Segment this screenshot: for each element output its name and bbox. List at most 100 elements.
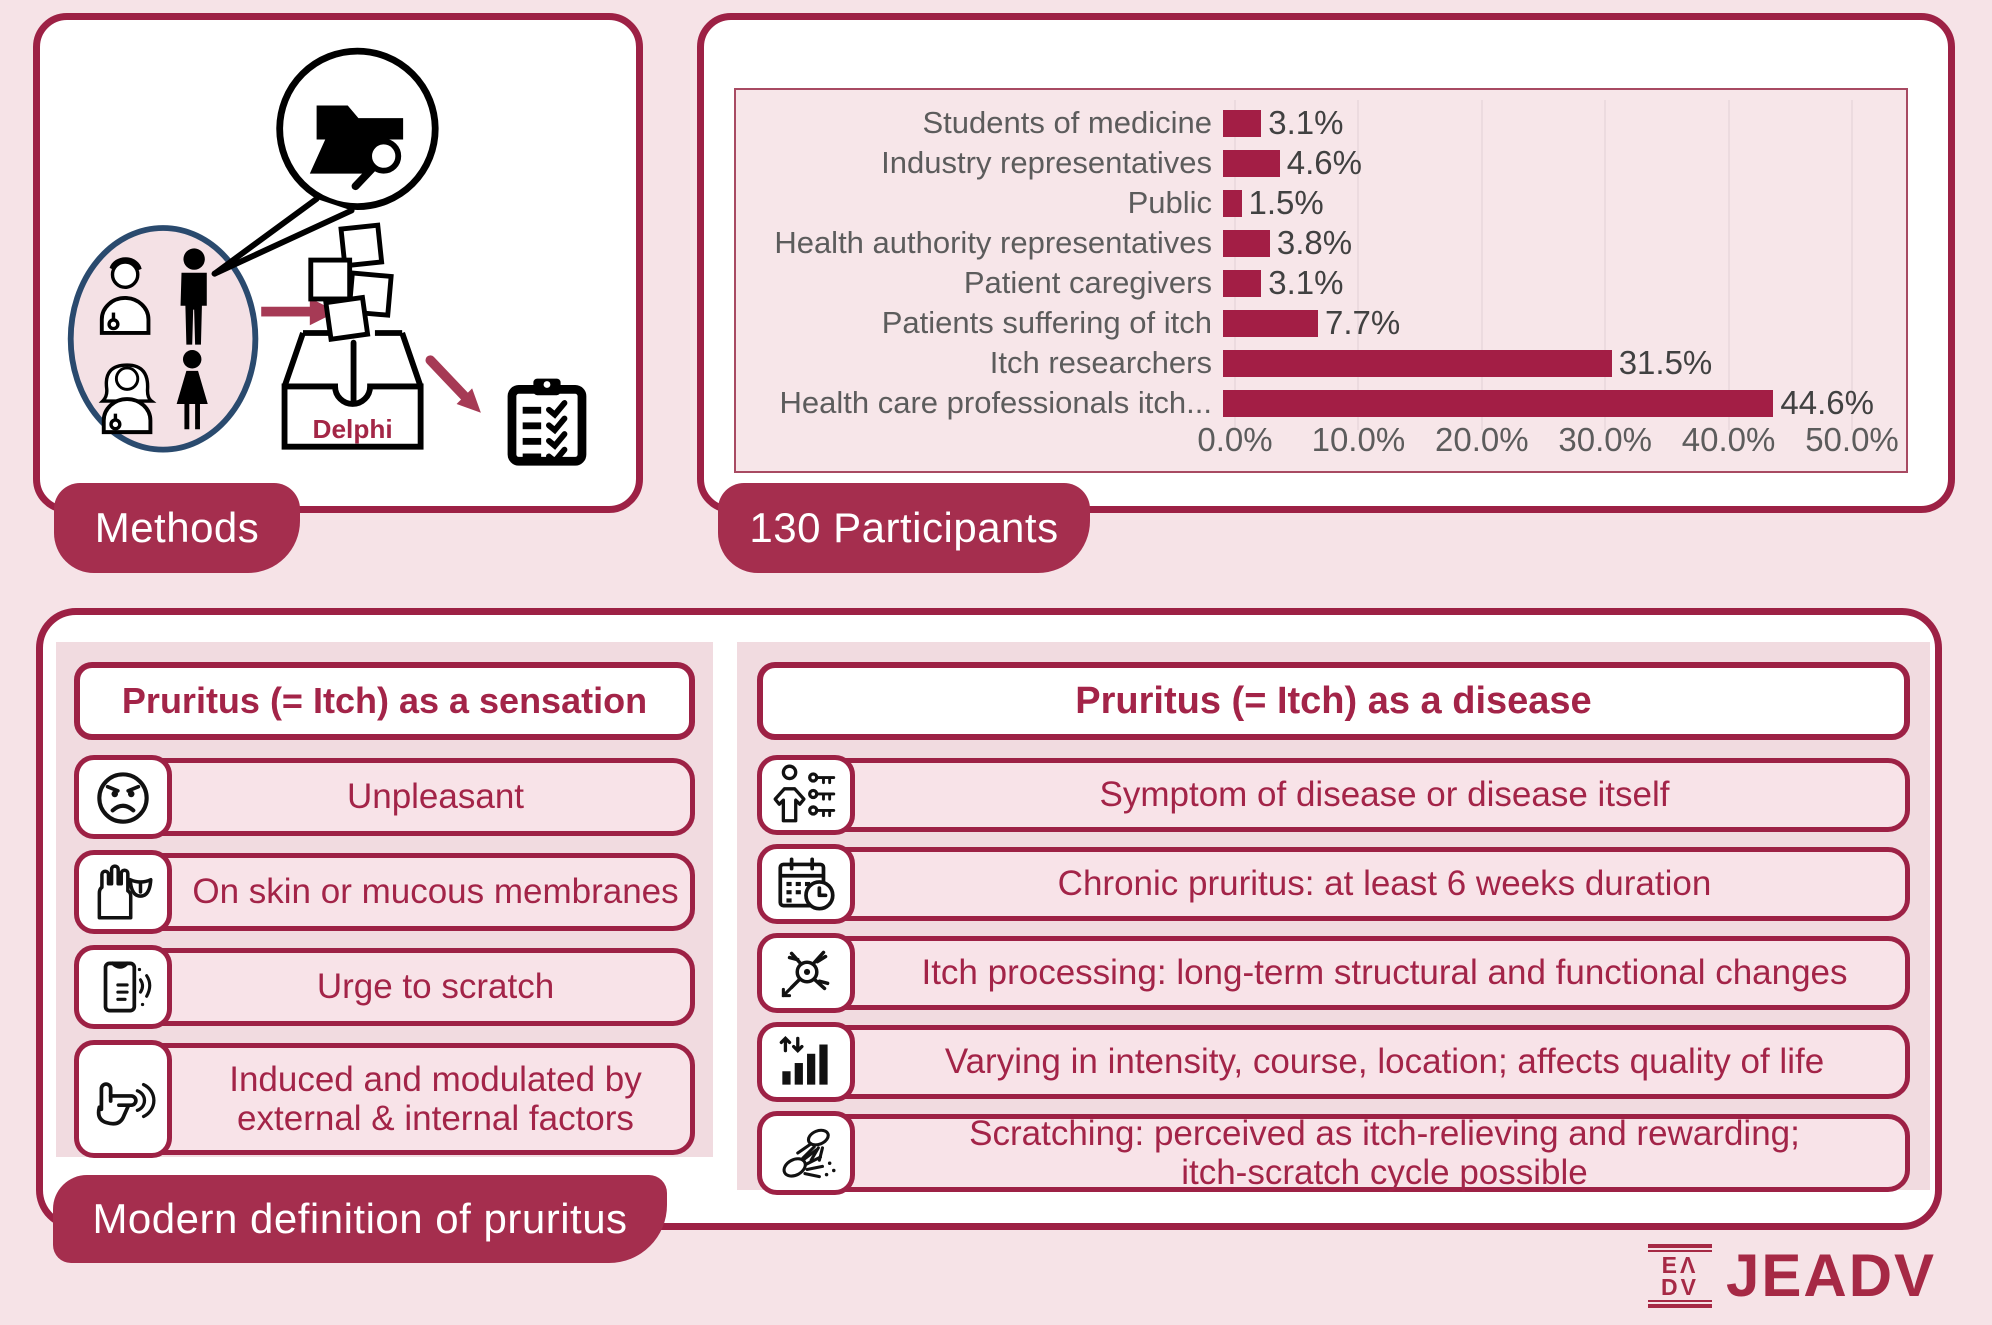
sticky-notes-icon xyxy=(308,222,394,343)
chart-row: Industry representatives 4.6% xyxy=(736,143,1906,183)
x-tick-label: 10.0% xyxy=(1311,421,1406,458)
bar xyxy=(1223,349,1612,377)
touch-press-icon xyxy=(74,1040,172,1158)
category-label: Itch researchers xyxy=(989,345,1212,380)
eadv-letters-top: EΛ xyxy=(1661,1252,1699,1278)
category-label: Patient caregivers xyxy=(963,265,1212,300)
definition-row-text: Varying in intensity, course, location; … xyxy=(809,1025,1910,1099)
bar xyxy=(1223,389,1774,417)
neuron-icon xyxy=(757,933,855,1013)
hand-tongue-icon xyxy=(74,850,172,934)
journal-logo: EΛ DV JEADV xyxy=(1648,1244,1936,1308)
definition-row-text: Symptom of disease or disease itself xyxy=(809,758,1910,832)
patient-symptom-list-icon xyxy=(757,755,855,835)
chart-row: Patient caregivers 3.1% xyxy=(736,263,1906,303)
category-label: Patients suffering of itch xyxy=(881,305,1212,340)
definition-row: Induced and modulated by external & inte… xyxy=(74,1040,695,1158)
arrow-diagonal-icon xyxy=(425,355,481,413)
category-label: Public xyxy=(1127,185,1212,220)
definition-row: On skin or mucous membranes xyxy=(74,850,695,934)
gridline xyxy=(1357,100,1360,430)
eadv-monogram-icon: EΛ DV xyxy=(1648,1244,1712,1308)
gridline xyxy=(1480,100,1483,430)
doctor-male-icon xyxy=(99,257,151,335)
definition-row: Urge to scratch xyxy=(74,945,695,1029)
participants-badge-label: 130 Participants xyxy=(749,504,1059,551)
definition-row: Scratching: perceived as itch-relieving … xyxy=(757,1111,1910,1195)
value-label: 3.1% xyxy=(1268,264,1344,301)
definition-row-text: Chronic pruritus: at least 6 weeks durat… xyxy=(809,847,1910,921)
category-label: Health authority representatives xyxy=(774,225,1212,260)
folder-search-icon xyxy=(309,105,404,191)
delphi-label: Delphi xyxy=(312,414,392,444)
bar xyxy=(1223,269,1262,297)
sensation-subpanel: Pruritus (= Itch) as a sensation Unpleas… xyxy=(56,642,713,1158)
bar xyxy=(1223,189,1242,217)
category-label: Students of medicine xyxy=(922,105,1212,140)
sensation-title-text: Pruritus (= Itch) as a sensation xyxy=(121,680,648,721)
disease-items: Symptom of disease or disease itself Chro… xyxy=(757,755,1910,1195)
value-label: 44.6% xyxy=(1780,384,1874,421)
disease-subpanel: Pruritus (= Itch) as a disease Symptom o… xyxy=(737,642,1930,1195)
bar xyxy=(1223,309,1319,337)
definition-badge: Modern definition of pruritus xyxy=(53,1175,667,1263)
category-label: Health care professionals itch... xyxy=(779,385,1213,420)
bar xyxy=(1223,229,1270,257)
definition-row: Chronic pruritus: at least 6 weeks durat… xyxy=(757,844,1910,924)
definition-row-text: Itch processing: long-term structural an… xyxy=(809,936,1910,1010)
chart-row: Health authority representatives 3.8% xyxy=(736,223,1906,263)
doctor-female-icon xyxy=(98,363,157,435)
calendar-clock-icon xyxy=(757,844,855,924)
definition-row-text: On skin or mucous membranes xyxy=(126,853,695,931)
disease-title-text: Pruritus (= Itch) as a disease xyxy=(1075,679,1592,722)
gridline xyxy=(1604,100,1607,430)
eadv-letters-bottom: DV xyxy=(1661,1274,1699,1300)
checklist-clipboard-icon xyxy=(507,378,587,466)
bar xyxy=(1223,149,1280,177)
definition-badge-label: Modern definition of pruritus xyxy=(92,1195,628,1242)
methods-badge-label: Methods xyxy=(94,504,260,551)
intensity-bars-icon xyxy=(757,1022,855,1102)
gridline xyxy=(1851,100,1853,430)
definition-row: Itch processing: long-term structural an… xyxy=(757,933,1910,1013)
delphi-inbox-icon: Delphi xyxy=(281,330,424,450)
methods-panel: Delphi xyxy=(33,13,643,513)
x-tick-label: 50.0% xyxy=(1805,421,1899,458)
chart-rows: Students of medicine 3.1% Industry represe… xyxy=(736,103,1906,423)
definition-row: Unpleasant xyxy=(74,755,695,839)
gridline xyxy=(1234,100,1236,430)
methods-badge: Methods xyxy=(54,483,300,573)
literature-search-bubble-icon xyxy=(211,47,439,277)
definition-row-text: Unpleasant xyxy=(126,758,695,836)
value-label: 3.1% xyxy=(1268,104,1344,141)
value-label: 4.6% xyxy=(1286,144,1362,181)
sensation-items: Unpleasant On skin or mucous membranes Urg… xyxy=(74,755,695,1158)
value-label: 7.7% xyxy=(1325,304,1401,341)
participants-bar-chart: Students of medicine 3.1% Industry represe… xyxy=(734,88,1908,473)
gridline xyxy=(1727,100,1730,430)
value-label: 31.5% xyxy=(1618,344,1713,381)
methods-illustration: Delphi xyxy=(67,47,587,466)
definition-row: Symptom of disease or disease itself xyxy=(757,755,1910,835)
jeadv-wordmark: JEADV xyxy=(1726,1242,1937,1309)
patient-male-icon xyxy=(180,248,207,345)
definition-row-text: Urge to scratch xyxy=(126,948,695,1026)
chart-row: Health care professionals itch... 44.6% xyxy=(736,383,1906,423)
bar xyxy=(1223,109,1262,137)
x-tick-label: 30.0% xyxy=(1558,421,1652,458)
chart-row: Itch researchers 31.5% xyxy=(736,343,1906,383)
angry-face-icon xyxy=(74,755,172,839)
arrow-right-icon xyxy=(261,297,338,326)
category-label: Industry representatives xyxy=(881,145,1212,180)
participants-badge: 130 Participants xyxy=(718,483,1090,573)
value-label: 3.8% xyxy=(1276,224,1353,261)
chart-row: Patients suffering of itch 7.7% xyxy=(736,303,1906,343)
definition-row: Varying in intensity, course, location; … xyxy=(757,1022,1910,1102)
x-tick-label: 40.0% xyxy=(1681,421,1776,458)
definition-row-text: Induced and modulated by external & inte… xyxy=(126,1043,695,1155)
chart-row: Public 1.5% xyxy=(736,183,1906,223)
disease-title: Pruritus (= Itch) as a disease xyxy=(757,662,1910,740)
chart-row: Students of medicine 3.1% xyxy=(736,103,1906,143)
scratching-hands-icon xyxy=(757,1111,855,1195)
